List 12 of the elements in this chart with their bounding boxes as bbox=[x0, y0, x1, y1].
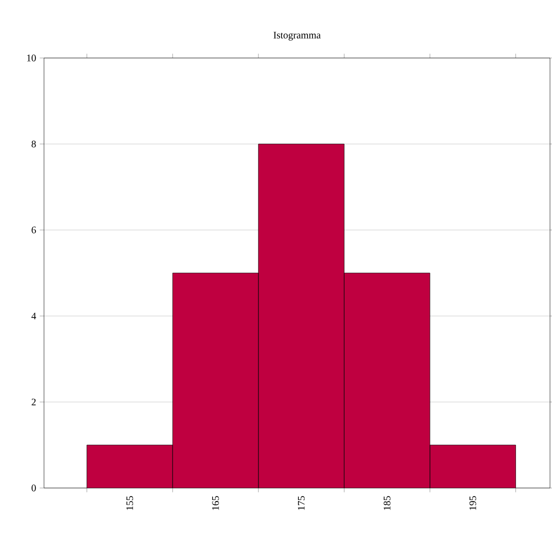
x-tick-label: 195 bbox=[469, 496, 476, 510]
y-tick-label: 10 bbox=[27, 54, 36, 62]
x-tick-label: 165 bbox=[212, 496, 219, 510]
chart-title: Istogramma bbox=[274, 32, 321, 41]
y-tick-label: 2 bbox=[32, 398, 36, 406]
y-tick-label: 6 bbox=[32, 226, 36, 234]
y-tick-label: 8 bbox=[32, 140, 36, 148]
y-tick-label: 4 bbox=[31, 312, 36, 320]
x-tick-label: 175 bbox=[298, 496, 305, 510]
x-tick-label: 185 bbox=[384, 496, 390, 510]
x-tick-label: 155 bbox=[126, 496, 134, 510]
y-tick-label: 0 bbox=[32, 484, 36, 492]
